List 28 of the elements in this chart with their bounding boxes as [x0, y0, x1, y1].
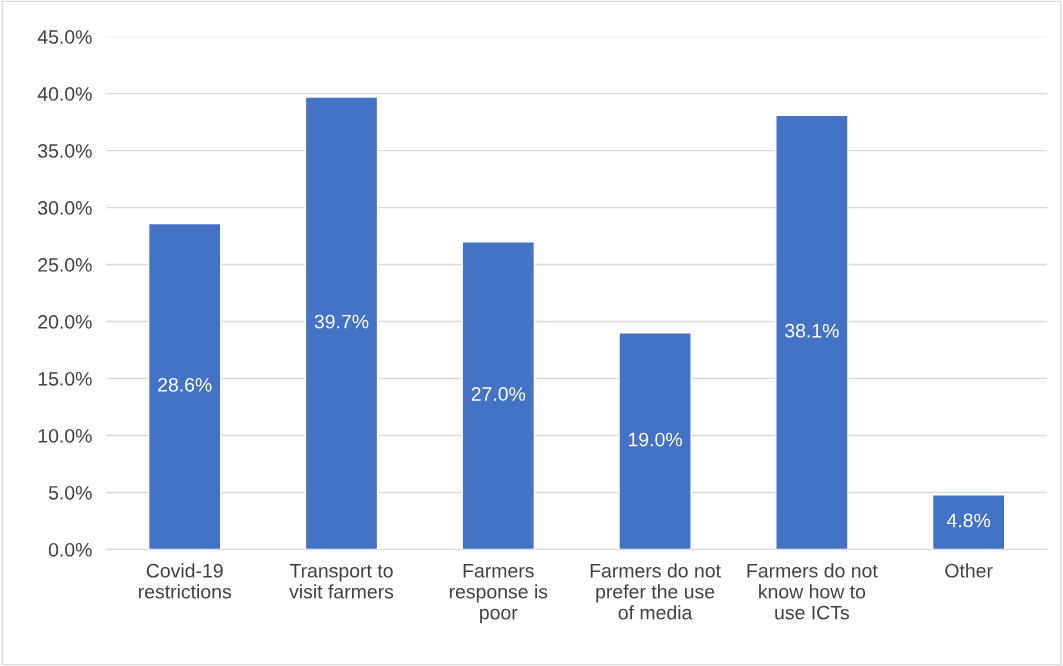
y-tick-label: 0.0% — [48, 542, 92, 557]
bar — [304, 96, 379, 550]
bar — [618, 332, 692, 550]
bar — [931, 494, 1006, 550]
data-label: 4.8% — [946, 513, 991, 528]
y-tick-label: 40.0% — [37, 87, 92, 101]
x-tick-label: Farmers do not prefer the use of media — [590, 563, 721, 620]
x-tick-label: Transport to visit farmers — [289, 564, 394, 599]
x-tick-label: Farmers response is poor — [449, 564, 548, 624]
y-tick-label: 5.0% — [48, 485, 92, 500]
y-tick-label: 45.0% — [37, 30, 92, 44]
x-tick-label: Farmers do not know how to use ICTs — [747, 563, 878, 620]
y-tick-label: 35.0% — [38, 144, 92, 158]
x-tick-label: Other — [945, 563, 993, 578]
data-label: 27.0% — [471, 387, 526, 401]
y-tick-label: 30.0% — [38, 201, 92, 215]
bar — [461, 241, 536, 550]
y-tick-label: 25.0% — [38, 258, 92, 272]
bar — [147, 222, 222, 550]
y-tick-label: 15.0% — [38, 371, 92, 386]
data-label: 28.6% — [158, 377, 212, 392]
y-tick-label: 20.0% — [38, 315, 92, 329]
x-tick-label: Covid-19 restrictions — [138, 563, 231, 599]
data-label: 19.0% — [628, 432, 682, 447]
data-label: 38.1% — [785, 323, 839, 338]
bar — [775, 114, 849, 550]
data-label: 39.7% — [314, 314, 369, 329]
y-tick-label: 10.0% — [38, 428, 92, 443]
